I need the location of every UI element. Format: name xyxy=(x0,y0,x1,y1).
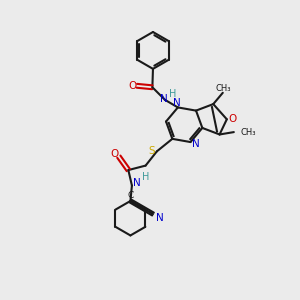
Text: N: N xyxy=(133,178,141,188)
Text: H: H xyxy=(169,89,176,99)
Text: O: O xyxy=(128,81,136,91)
Text: N: N xyxy=(192,139,200,148)
Text: O: O xyxy=(228,114,236,124)
Text: O: O xyxy=(110,149,119,159)
Text: C: C xyxy=(128,191,134,200)
Text: N: N xyxy=(173,98,181,108)
Text: S: S xyxy=(148,146,155,156)
Text: H: H xyxy=(142,172,150,182)
Text: CH₃: CH₃ xyxy=(240,128,256,136)
Text: N: N xyxy=(156,213,164,223)
Text: CH₃: CH₃ xyxy=(216,84,231,93)
Text: N: N xyxy=(160,94,168,104)
